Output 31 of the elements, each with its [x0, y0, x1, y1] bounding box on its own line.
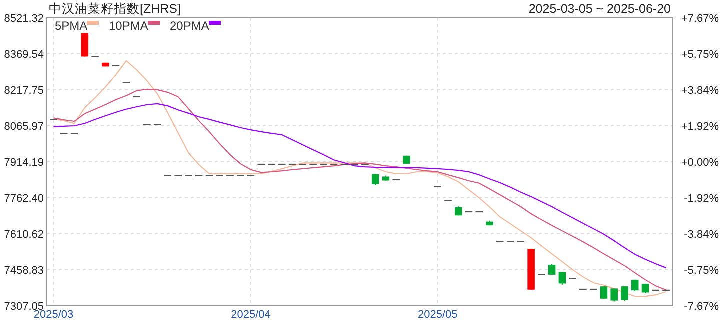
y-tick-label: 8521.32 — [4, 12, 44, 25]
y-tick-label: 7458.83 — [4, 264, 44, 277]
y-tick-label: 7610.62 — [4, 228, 44, 241]
candlestick — [600, 286, 608, 300]
y2-tick-label: +5.75% — [681, 48, 720, 61]
chart-title: 中汉油菜籽指数[ZHRS] — [49, 2, 181, 16]
y-tick-label: 7914.19 — [4, 156, 44, 169]
legend-label: 5PMA — [55, 19, 88, 33]
candlestick — [548, 264, 556, 276]
y2-tick-label: +0.00% — [681, 156, 720, 169]
y2-tick-label: -1.92% — [684, 192, 720, 205]
legend-label: 10PMA — [109, 19, 148, 33]
y-tick-label: 8217.75 — [4, 84, 44, 97]
candlestick — [558, 272, 566, 286]
y2-tick-label: -7.67% — [684, 300, 720, 313]
y2-tick-label: +1.92% — [681, 120, 720, 133]
y-tick-label: 8369.54 — [4, 48, 44, 61]
candlestick — [610, 288, 618, 302]
y2-tick-label: +7.67% — [681, 12, 720, 25]
legend-label: 20PMA — [170, 19, 210, 33]
x-tick-label: 2025/03 — [34, 309, 74, 320]
y2-tick-label: -5.75% — [684, 264, 720, 277]
y2-tick-label: +3.84% — [681, 84, 720, 97]
y-tick-label: 8065.97 — [4, 120, 44, 133]
line-series — [53, 103, 667, 269]
x-tick-label: 2025/04 — [231, 309, 271, 320]
y2-tick-label: -3.84% — [684, 228, 720, 241]
x-tick-label: 2025/05 — [418, 309, 458, 320]
chart-subtitle: 2025-03-05 ~ 2025-06-20 — [528, 2, 672, 16]
candlestick — [621, 286, 628, 302]
y-tick-label: 7762.40 — [4, 192, 44, 205]
